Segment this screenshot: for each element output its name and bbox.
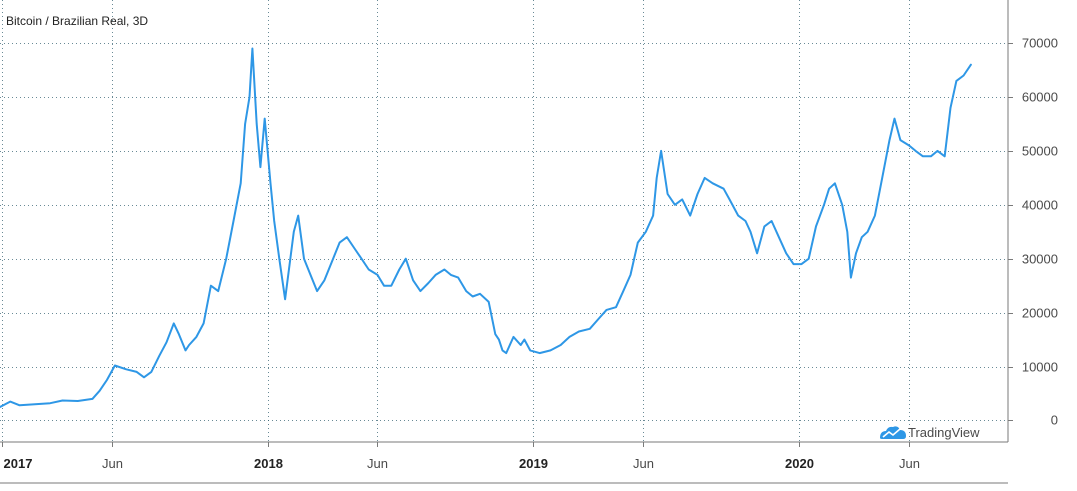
- y-tick-label: 40000: [1022, 198, 1058, 213]
- tradingview-logo-zigzag: [882, 428, 901, 438]
- y-tick-label: 70000: [1022, 36, 1058, 51]
- x-tick-labels: 2017 Jun 2018 Jun 2019 Jun 2020 Jun: [4, 456, 920, 471]
- x-tick-label: 2019: [519, 456, 548, 471]
- x-tick-label: Jun: [899, 456, 920, 471]
- x-tick-label: 2020: [785, 456, 814, 471]
- watermark: TradingView: [880, 425, 980, 440]
- x-tick-label: Jun: [367, 456, 388, 471]
- x-tick-label: 2017: [4, 456, 33, 471]
- y-tick-label: 0: [1051, 413, 1058, 428]
- x-tick-label: Jun: [633, 456, 654, 471]
- y-tick-labels: 0 10000 20000 30000 40000 50000 60000 70000: [1022, 36, 1058, 428]
- grid: [0, 0, 1013, 447]
- chart-title: Bitcoin / Brazilian Real, 3D: [6, 14, 148, 28]
- y-tick-label: 50000: [1022, 144, 1058, 159]
- y-tick-label: 30000: [1022, 252, 1058, 267]
- series-line-btc-brl: [0, 47, 972, 408]
- y-tick-label: 20000: [1022, 306, 1058, 321]
- y-tick-label: 10000: [1022, 360, 1058, 375]
- y-tick-label: 60000: [1022, 90, 1058, 105]
- axes: [0, 0, 1009, 484]
- x-tick-label: 2018: [254, 456, 283, 471]
- x-tick-label: Jun: [102, 456, 123, 471]
- watermark-text: TradingView: [908, 425, 980, 440]
